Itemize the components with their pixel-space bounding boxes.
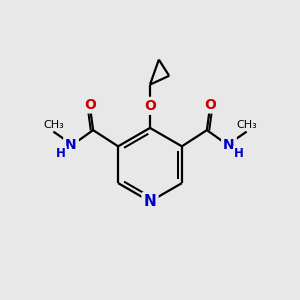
Text: N: N (144, 194, 156, 209)
Text: O: O (204, 98, 216, 112)
Text: CH₃: CH₃ (43, 120, 64, 130)
Text: O: O (84, 98, 96, 112)
Text: N: N (223, 138, 235, 152)
Text: H: H (56, 147, 66, 160)
Text: CH₃: CH₃ (236, 120, 257, 130)
Text: O: O (144, 99, 156, 113)
Text: methyl: methyl (50, 126, 54, 127)
Text: N: N (65, 138, 77, 152)
Text: H: H (234, 147, 244, 160)
